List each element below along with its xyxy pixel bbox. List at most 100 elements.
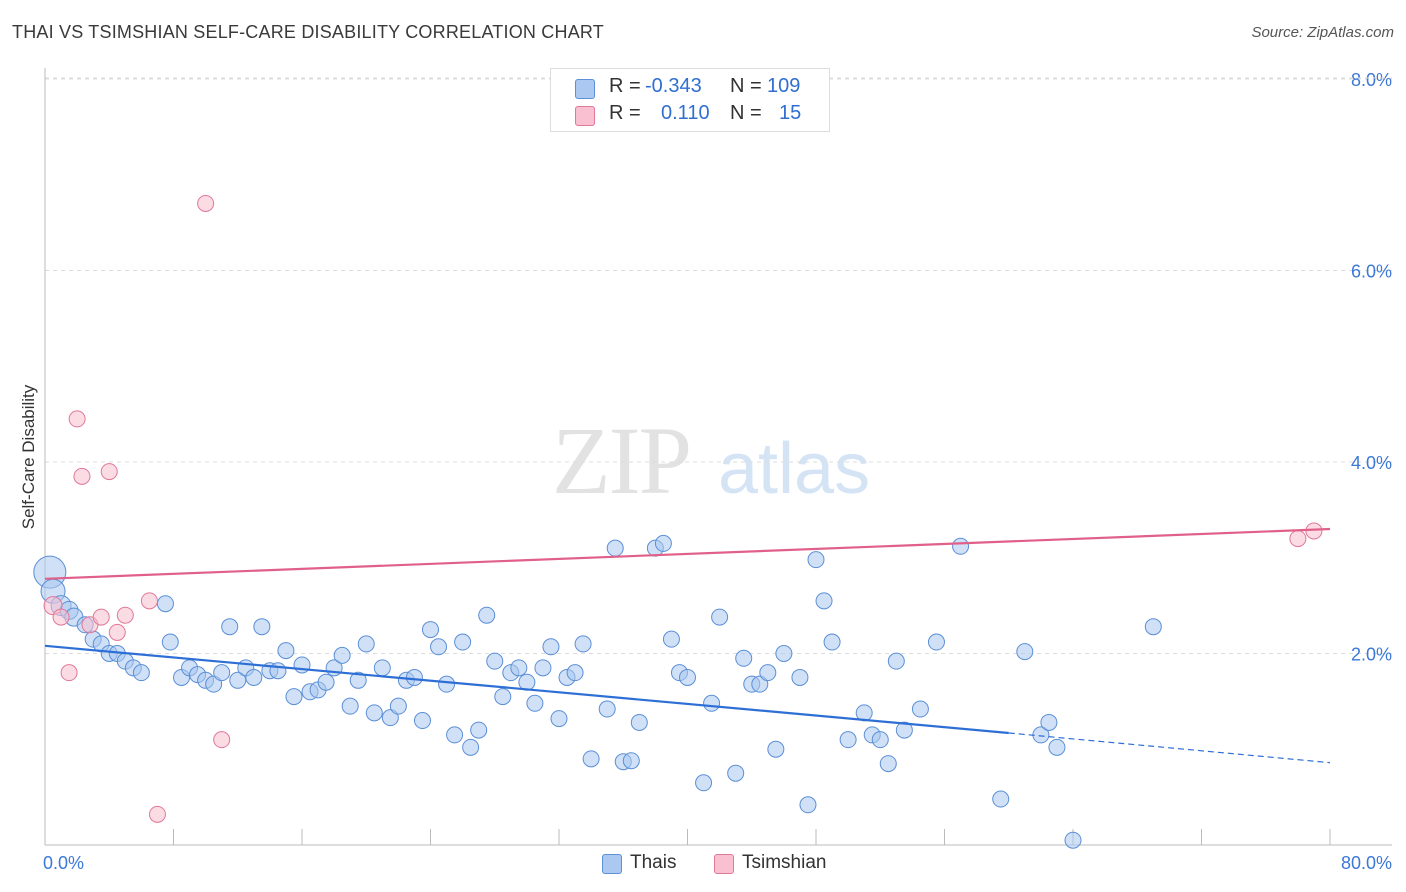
point-tsimshian — [148, 805, 166, 823]
point-thais — [285, 688, 303, 706]
point-thais — [622, 752, 640, 770]
legend-r-value: 0.110 — [661, 102, 710, 124]
point-thais — [695, 774, 713, 792]
point-thais — [333, 646, 351, 664]
point-thais — [317, 673, 335, 691]
point-thais — [486, 652, 504, 670]
bottom-legend-swatch-tsimshian — [714, 854, 734, 874]
point-thais — [574, 635, 592, 653]
point-thais — [422, 621, 439, 639]
point-thais — [526, 694, 544, 712]
point-tsimshian — [213, 731, 231, 749]
point-thais — [373, 659, 391, 677]
y-tick-label: 8.0% — [1351, 70, 1392, 90]
chart-title: THAI VS TSIMSHIAN SELF-CARE DISABILITY C… — [12, 22, 604, 42]
point-thais — [952, 537, 970, 555]
point-tsimshian — [52, 608, 70, 626]
y-axis-label: Self-Care Disability — [19, 384, 38, 529]
bottom-legend-label-tsimshian: Tsimshian — [742, 852, 827, 873]
point-thais — [1016, 643, 1034, 661]
bottom-legend-label-thais: Thais — [630, 852, 677, 873]
watermark-atlas: atlas — [718, 429, 871, 509]
point-thais — [478, 606, 496, 624]
point-thais — [253, 618, 271, 636]
legend-n-label: N = — [730, 75, 762, 97]
legend-r-value: -0.343 — [645, 75, 702, 97]
point-thais — [775, 645, 793, 662]
point-thais — [365, 704, 383, 722]
point-thais — [277, 642, 295, 660]
point-thais — [1064, 831, 1082, 849]
legend-swatch-tsimshian — [575, 106, 595, 126]
point-thais — [598, 700, 616, 718]
point-tsimshian — [100, 463, 118, 481]
point-thais — [679, 668, 696, 686]
point-thais — [879, 755, 897, 773]
point-thais — [566, 664, 584, 682]
point-thais — [446, 726, 464, 744]
point-tsimshian — [140, 592, 158, 610]
point-thais — [1048, 738, 1066, 756]
point-tsimshian — [68, 410, 86, 428]
point-thais — [454, 633, 472, 651]
point-thais — [630, 713, 648, 731]
point-tsimshian — [60, 664, 78, 682]
legend-r-label: R = — [609, 102, 641, 124]
point-thais — [927, 633, 945, 651]
point-thais — [887, 652, 905, 670]
watermark-zip: ZIP — [552, 407, 692, 514]
point-thais — [470, 721, 488, 739]
point-thais — [405, 668, 423, 686]
point-thais — [534, 659, 552, 677]
x-tick-label: 0.0% — [43, 853, 84, 873]
point-tsimshian — [92, 608, 110, 626]
point-thais — [895, 721, 913, 739]
point-thais — [341, 697, 359, 715]
point-thais — [349, 671, 367, 689]
point-tsimshian — [116, 606, 134, 624]
point-thais — [871, 731, 889, 749]
point-tsimshian — [73, 467, 91, 485]
legend-n-value: 109 — [767, 75, 801, 97]
point-thais — [156, 595, 174, 613]
point-thais — [132, 664, 150, 682]
point-thais — [839, 731, 857, 749]
legend-n-value: 15 — [779, 102, 802, 124]
bottom-legend-swatch-thais — [602, 854, 622, 874]
point-thais — [799, 796, 817, 814]
point-thais — [430, 638, 448, 656]
point-thais — [662, 630, 680, 648]
point-thais — [703, 694, 721, 712]
point-thais — [582, 750, 600, 768]
point-thais — [494, 688, 512, 706]
source-label: Source: ZipAtlas.com — [1251, 24, 1394, 41]
point-thais — [357, 635, 375, 653]
trendline-extension-thais — [1008, 732, 1331, 764]
y-tick-label: 4.0% — [1351, 453, 1392, 473]
point-tsimshian — [197, 194, 215, 212]
point-thais — [438, 675, 456, 693]
point-thais — [1040, 713, 1058, 731]
point-thais — [542, 638, 560, 656]
point-thais — [751, 675, 769, 693]
stats-legend: R = -0.343 N = 109 R = 0.110 N = 15 — [550, 68, 830, 132]
point-tsimshian — [108, 623, 126, 641]
trendline-tsimshian — [44, 527, 1331, 580]
point-thais — [389, 697, 407, 715]
trendline-thais — [44, 644, 1009, 735]
y-tick-label: 6.0% — [1351, 262, 1392, 282]
point-thais — [735, 649, 753, 667]
point-thais — [807, 551, 825, 569]
point-thais — [161, 633, 179, 651]
point-thais — [992, 790, 1010, 808]
legend-r-label: R = — [609, 75, 641, 97]
point-thais — [245, 668, 263, 686]
point-thais — [510, 659, 528, 677]
point-thais — [381, 709, 399, 727]
point-thais — [711, 608, 729, 626]
point-thais — [550, 710, 568, 728]
point-thais — [229, 671, 247, 689]
x-tick-label: 80.0% — [1341, 853, 1392, 873]
y-tick-label: 2.0% — [1351, 645, 1392, 665]
